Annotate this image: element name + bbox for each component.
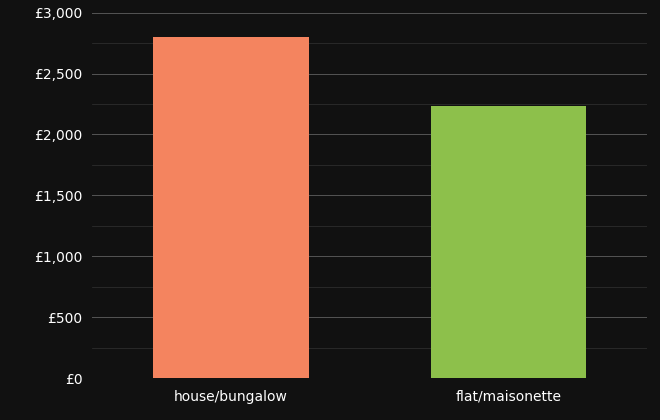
Bar xyxy=(430,106,586,378)
Bar xyxy=(153,37,309,378)
